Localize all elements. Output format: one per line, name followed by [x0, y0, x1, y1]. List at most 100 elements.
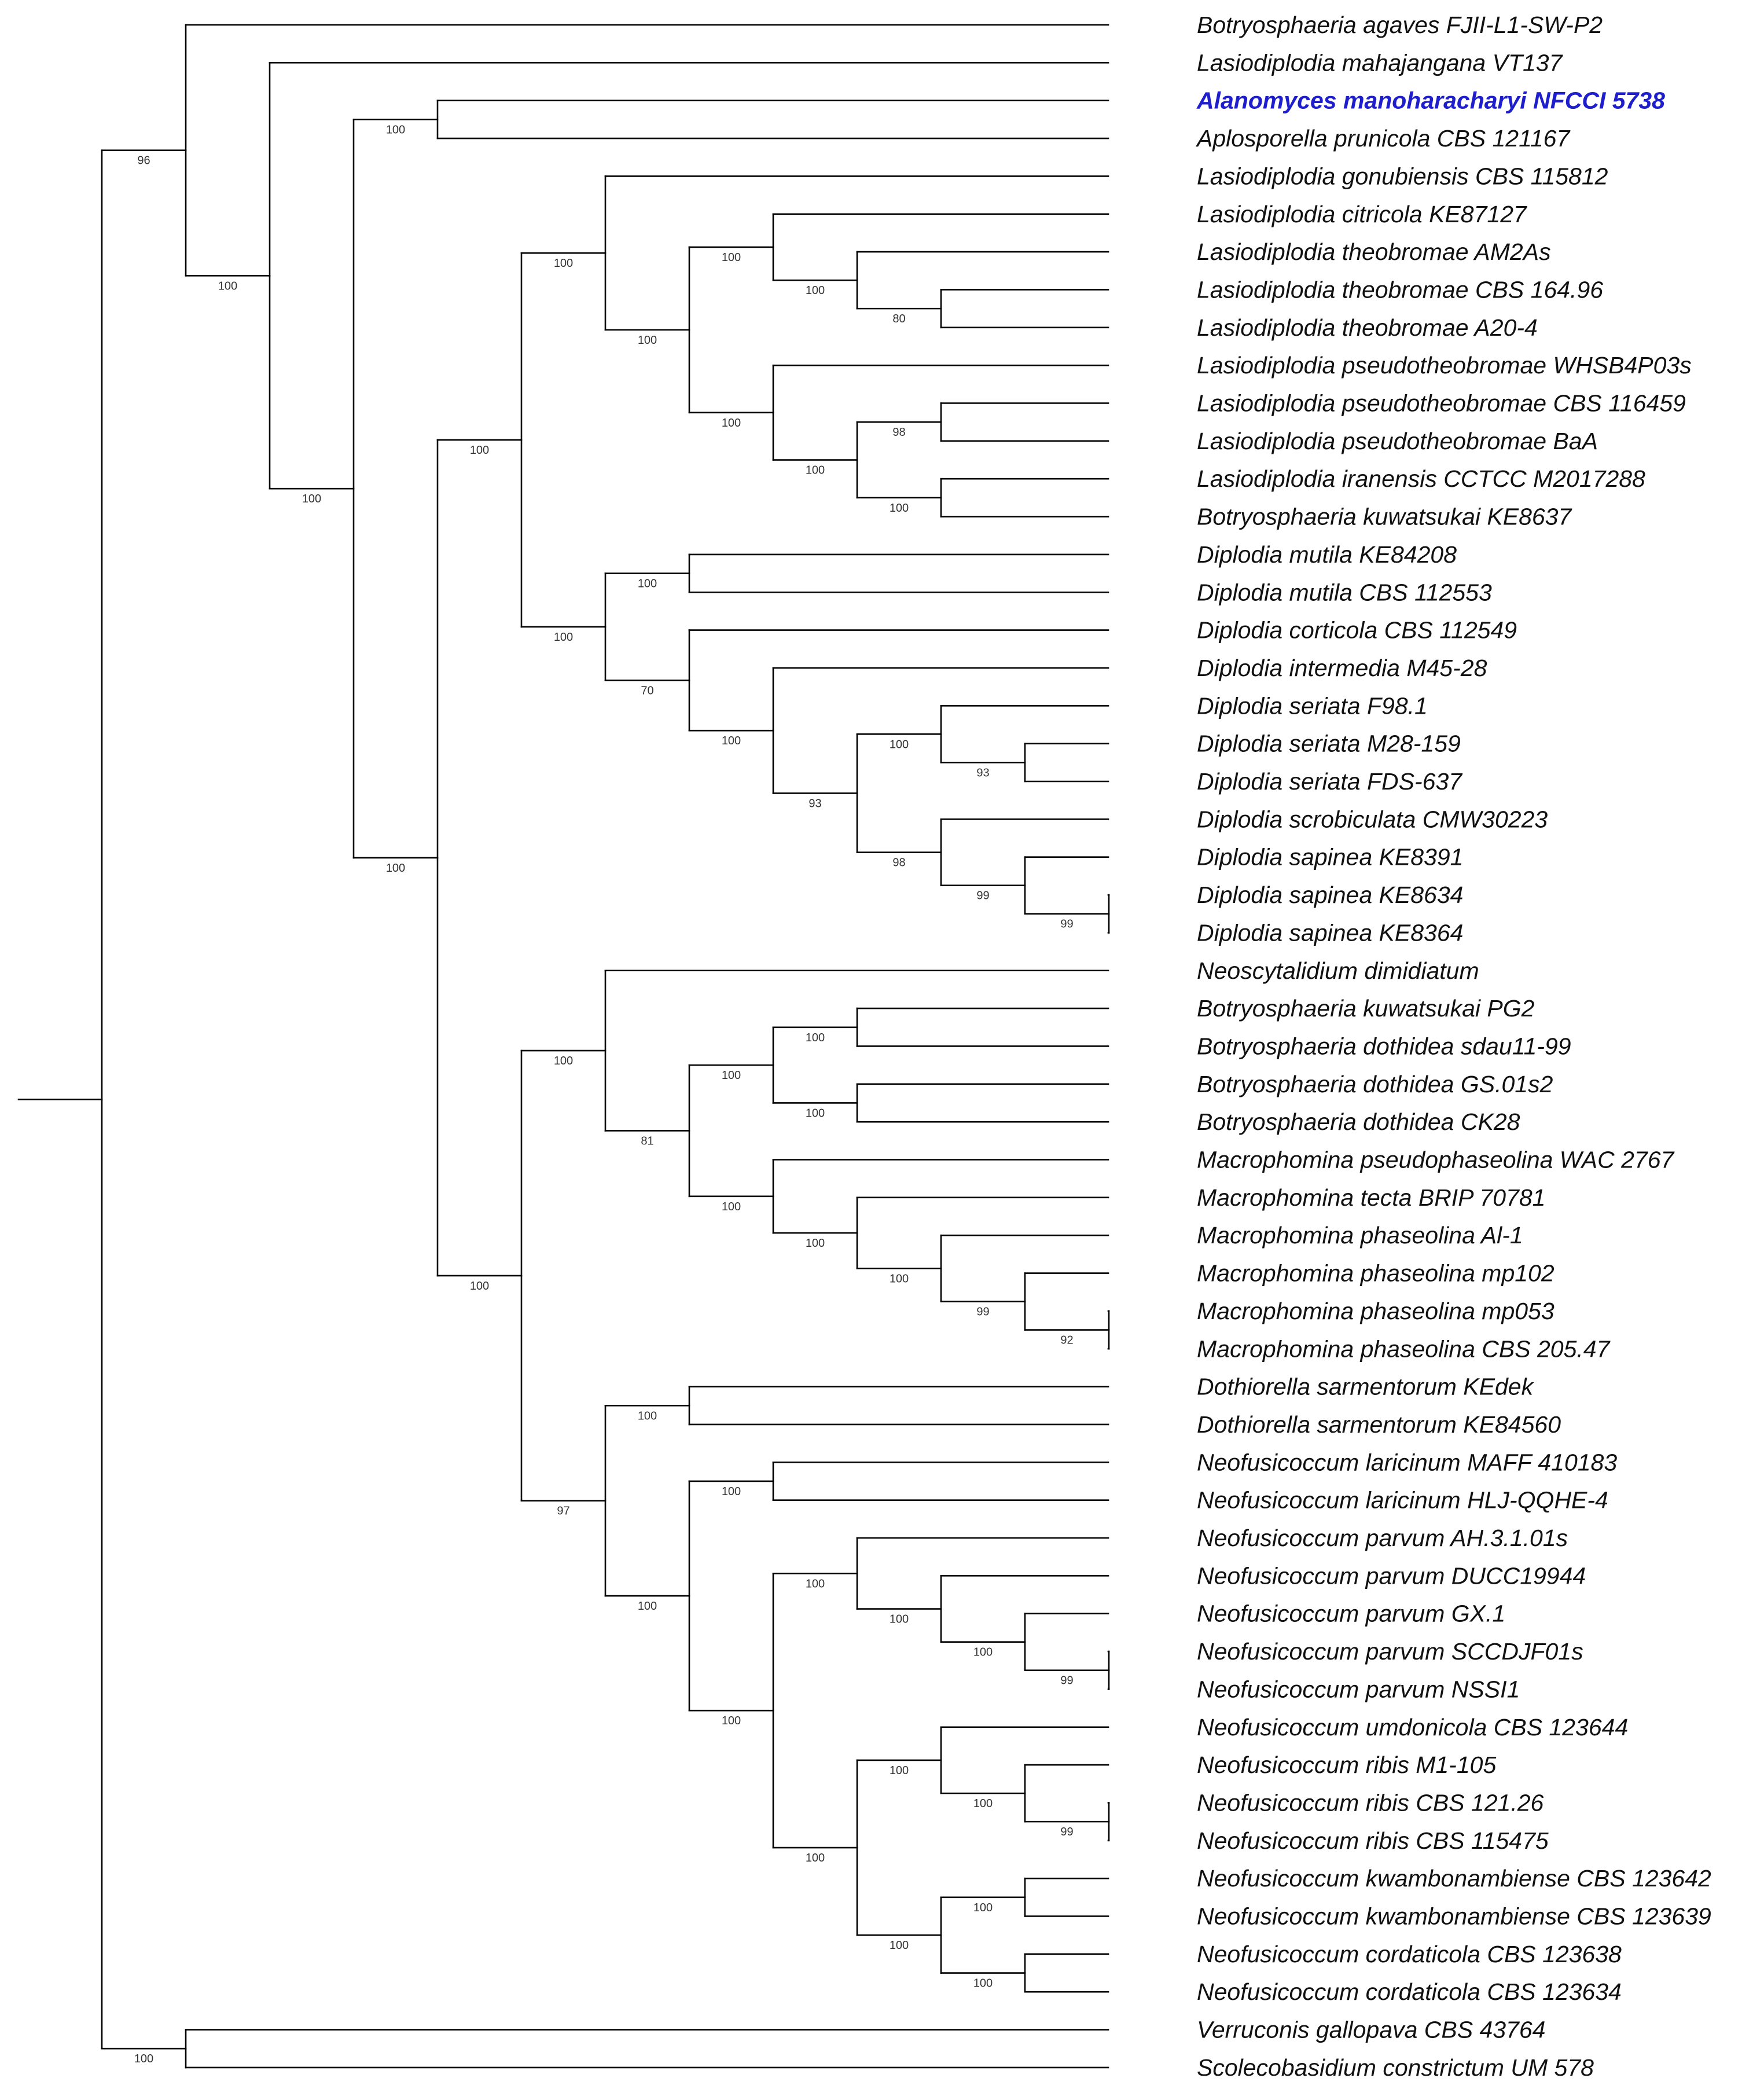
- taxon-label: Neofusicoccum laricinum HLJ-QQHE-4: [1197, 1487, 1608, 1514]
- taxon-label: Neofusicoccum parvum NSSI1: [1197, 1676, 1520, 1702]
- support-value: 100: [722, 1200, 741, 1213]
- taxon-label: Lasiodiplodia theobromae AM2As: [1197, 238, 1551, 265]
- support-value: 100: [470, 444, 489, 457]
- taxon-label: Diplodia seriata M28-159: [1197, 730, 1461, 757]
- taxon-label: Diplodia mutila KE84208: [1197, 541, 1457, 568]
- taxon-label: Neofusicoccum parvum GX.1: [1197, 1600, 1505, 1627]
- taxon-label: Neofusicoccum laricinum MAFF 410183: [1197, 1449, 1617, 1475]
- support-value: 100: [386, 862, 405, 875]
- taxon-label: Botryosphaeria dothidea GS.01s2: [1197, 1071, 1553, 1097]
- taxon-label-highlighted: Alanomyces manoharacharyi NFCCI 5738: [1196, 87, 1665, 114]
- taxon-label: Neofusicoccum ribis CBS 115475: [1197, 1827, 1549, 1854]
- taxon-label: Verruconis gallopava CBS 43764: [1197, 2017, 1545, 2043]
- taxon-label: Diplodia scrobiculata CMW30223: [1197, 806, 1548, 832]
- taxon-label: Macrophomina tecta BRIP 70781: [1197, 1184, 1545, 1211]
- support-value: 99: [1060, 918, 1073, 931]
- taxon-label: Macrophomina pseudophaseolina WAC 2767: [1197, 1147, 1675, 1173]
- taxon-label: Diplodia intermedia M45-28: [1197, 655, 1487, 681]
- support-value: 100: [554, 1055, 573, 1067]
- taxon-label: Lasiodiplodia iranensis CCTCC M2017288: [1197, 465, 1645, 492]
- support-value: 96: [137, 155, 150, 167]
- support-value: 93: [808, 797, 821, 810]
- taxon-label: Diplodia mutila CBS 112553: [1197, 579, 1492, 605]
- taxon-label: Macrophomina phaseolina CBS 205.47: [1197, 1335, 1611, 1362]
- taxon-label: Neofusicoccum umdonicola CBS 123644: [1197, 1714, 1628, 1741]
- support-value: 100: [806, 464, 825, 477]
- support-value: 100: [890, 1613, 909, 1626]
- support-value: 100: [806, 1031, 825, 1044]
- support-value: 100: [806, 1107, 825, 1119]
- taxon-label: Neofusicoccum parvum SCCDJF01s: [1197, 1638, 1583, 1665]
- support-value: 100: [722, 1069, 741, 1082]
- support-value: 100: [722, 1714, 741, 1727]
- taxon-label: Botryosphaeria kuwatsukai KE8637: [1197, 504, 1572, 530]
- taxon-label: Diplodia seriata FDS-637: [1197, 768, 1463, 795]
- support-value: 100: [722, 1485, 741, 1498]
- support-value: 98: [892, 857, 905, 869]
- support-value: 81: [641, 1135, 653, 1147]
- support-value: 98: [892, 426, 905, 439]
- support-value: 100: [806, 1577, 825, 1590]
- taxon-label: Macrophomina phaseolina mp053: [1197, 1298, 1554, 1324]
- support-value: 99: [976, 1306, 989, 1319]
- taxon-label: Lasiodiplodia pseudotheobromae CBS 11645…: [1197, 390, 1686, 417]
- taxon-label: Botryosphaeria dothidea sdau11-99: [1197, 1033, 1571, 1059]
- taxon-label: Neofusicoccum cordaticola CBS 123634: [1197, 1978, 1622, 2005]
- support-value: 100: [973, 1646, 993, 1659]
- support-value: 100: [722, 417, 741, 429]
- taxon-label: Diplodia sapinea KE8364: [1197, 919, 1463, 946]
- taxon-label: Aplosporella prunicola CBS 121167: [1195, 125, 1571, 152]
- support-value: 100: [638, 1409, 657, 1422]
- taxon-label: Neofusicoccum parvum AH.3.1.01s: [1197, 1525, 1568, 1551]
- support-value: 100: [973, 1901, 993, 1914]
- taxon-label: Lasiodiplodia pseudotheobromae WHSB4P03s: [1197, 352, 1692, 379]
- support-value: 100: [386, 123, 405, 136]
- taxon-label: Neofusicoccum kwambonambiense CBS 123639: [1197, 1903, 1711, 1930]
- taxon-label: Botryosphaeria agaves FJII-L1-SW-P2: [1197, 12, 1603, 38]
- taxon-label: Neofusicoccum ribis CBS 121.26: [1197, 1789, 1544, 1816]
- taxon-label: Diplodia seriata F98.1: [1197, 692, 1428, 719]
- support-value: 100: [470, 1280, 489, 1293]
- support-value: 100: [722, 735, 741, 747]
- support-value: 92: [1060, 1334, 1073, 1347]
- taxon-label: Botryosphaeria dothidea CK28: [1197, 1108, 1520, 1135]
- support-value: 100: [973, 1977, 993, 1990]
- taxon-label: Lasiodiplodia theobromae CBS 164.96: [1197, 276, 1603, 303]
- support-value: 97: [557, 1505, 569, 1518]
- support-value: 100: [806, 1237, 825, 1250]
- support-value: 100: [806, 284, 825, 297]
- support-value: 100: [890, 1272, 909, 1285]
- support-value: 100: [722, 251, 741, 264]
- tree-branches: [17, 24, 1110, 2069]
- support-value: 70: [641, 684, 653, 697]
- taxon-label: Neofusicoccum cordaticola CBS 123638: [1197, 1941, 1622, 1967]
- support-values: 96 100 100 100 100 100 100 100 100 100 80 100 100 98 1…: [134, 123, 1074, 2065]
- support-value: 99: [1060, 1826, 1073, 1838]
- support-value: 100: [806, 1852, 825, 1864]
- taxon-label: Neofusicoccum ribis M1-105: [1197, 1752, 1496, 1778]
- taxon-label: Diplodia sapinea KE8634: [1197, 882, 1463, 908]
- support-value: 80: [892, 313, 905, 325]
- taxon-label: Lasiodiplodia citricola KE87127: [1197, 201, 1528, 227]
- support-value: 100: [554, 631, 573, 644]
- taxon-label: Neofusicoccum kwambonambiense CBS 123642: [1197, 1865, 1711, 1892]
- support-value: 100: [890, 738, 909, 751]
- taxon-label: Lasiodiplodia gonubiensis CBS 115812: [1197, 163, 1608, 189]
- taxon-label: Macrophomina phaseolina Al-1: [1197, 1222, 1523, 1249]
- taxon-label: Neofusicoccum parvum DUCC19944: [1197, 1562, 1586, 1589]
- taxon-label: Lasiodiplodia theobromae A20-4: [1197, 314, 1538, 341]
- taxon-label: Macrophomina phaseolina mp102: [1197, 1260, 1554, 1287]
- support-value: 100: [638, 578, 657, 590]
- taxon-label: Botryosphaeria kuwatsukai PG2: [1197, 995, 1535, 1022]
- support-value: 100: [638, 334, 657, 347]
- taxon-label: Lasiodiplodia pseudotheobromae BaA: [1197, 428, 1598, 454]
- support-value: 100: [302, 493, 321, 505]
- taxon-label: Diplodia sapinea KE8391: [1197, 844, 1463, 871]
- support-value: 100: [134, 2053, 153, 2065]
- taxon-label: Lasiodiplodia mahajangana VT137: [1197, 49, 1564, 76]
- support-value: 100: [890, 1939, 909, 1952]
- taxon-label: Neoscytalidium dimidiatum: [1197, 957, 1479, 984]
- support-value: 100: [890, 502, 909, 515]
- support-value: 100: [554, 257, 573, 270]
